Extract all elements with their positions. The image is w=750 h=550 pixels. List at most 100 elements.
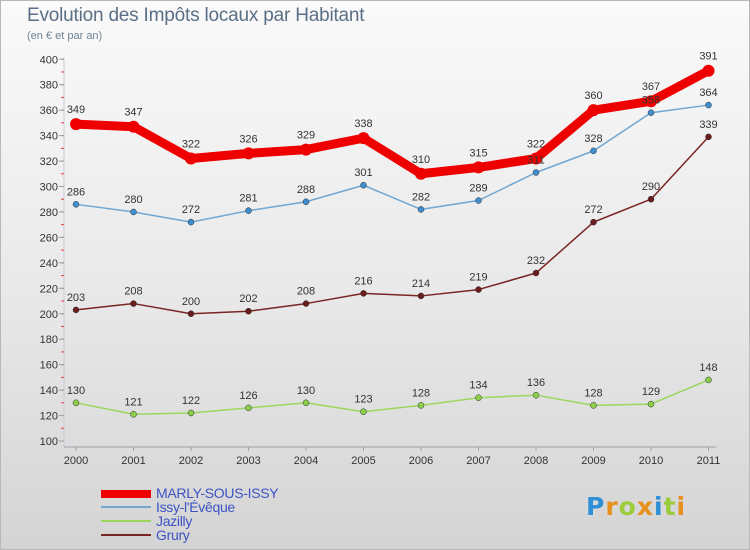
data-point-jazilly bbox=[72, 399, 80, 407]
y-tick-label: 320 bbox=[40, 156, 58, 168]
data-point-jazilly bbox=[187, 409, 195, 417]
data-point-jazilly bbox=[475, 394, 482, 401]
x-tick-label: 2003 bbox=[236, 455, 260, 467]
data-label-marly-sous-issy: 338 bbox=[354, 118, 372, 130]
data-label-marly-sous-issy: 329 bbox=[297, 130, 315, 142]
data-label-grury: 203 bbox=[67, 292, 85, 304]
data-label-jazilly: 128 bbox=[412, 387, 430, 399]
data-label-jazilly: 122 bbox=[182, 395, 200, 407]
series-line-marly-sous-issy bbox=[71, 66, 713, 179]
legend-item-jazilly: Jazilly bbox=[101, 513, 361, 529]
legend-label-jazilly: Jazilly bbox=[156, 513, 193, 529]
data-label-grury: 208 bbox=[124, 286, 142, 298]
data-point-grury bbox=[705, 133, 712, 141]
y-tick-label: 200 bbox=[40, 309, 58, 321]
data-label-marly-sous-issy: 310 bbox=[412, 154, 430, 166]
legend-swatch-jazilly bbox=[101, 520, 151, 522]
logo-letter: P bbox=[586, 492, 606, 521]
data-label-issy-l-v-que: 301 bbox=[354, 167, 372, 179]
data-point-issy-l-v-que bbox=[360, 181, 367, 189]
data-label-grury: 290 bbox=[642, 181, 660, 193]
series-line-jazilly bbox=[75, 379, 710, 416]
data-label-grury: 208 bbox=[297, 286, 315, 298]
logo-letter: x bbox=[636, 492, 654, 521]
y-tick-label: 180 bbox=[40, 334, 58, 346]
x-tick-label: 2002 bbox=[179, 455, 203, 467]
data-point-grury bbox=[417, 292, 425, 300]
data-label-jazilly: 130 bbox=[67, 385, 85, 397]
data-label-jazilly: 134 bbox=[469, 380, 487, 392]
logo-letter: i bbox=[654, 492, 664, 521]
data-point-issy-l-v-que bbox=[245, 207, 252, 214]
legend-swatch-grury bbox=[101, 534, 151, 536]
y-tick-label: 220 bbox=[40, 283, 58, 295]
data-point-grury bbox=[72, 306, 80, 314]
data-label-jazilly: 121 bbox=[124, 396, 142, 408]
data-label-grury: 272 bbox=[584, 204, 602, 216]
data-point-marly-sous-issy bbox=[127, 120, 140, 133]
legend-label-grury: Grury bbox=[156, 527, 190, 543]
data-label-issy-l-v-que: 286 bbox=[67, 186, 85, 198]
data-point-issy-l-v-que bbox=[302, 198, 310, 206]
data-label-marly-sous-issy: 347 bbox=[124, 107, 142, 119]
data-point-grury bbox=[647, 195, 655, 203]
data-point-marly-sous-issy bbox=[242, 147, 255, 160]
chart-axes: 100 120 140 160 180 200 220 240 260 280 300 320 340 3… bbox=[40, 54, 721, 467]
y-tick-label: 340 bbox=[40, 131, 58, 143]
data-label-grury: 202 bbox=[239, 293, 257, 305]
data-label-issy-l-v-que: 272 bbox=[182, 204, 200, 216]
data-point-marly-sous-issy bbox=[530, 152, 542, 165]
x-tick-label: 2010 bbox=[639, 455, 663, 467]
data-label-jazilly: 123 bbox=[354, 394, 372, 406]
series-lines bbox=[70, 64, 715, 418]
data-label-issy-l-v-que: 288 bbox=[297, 184, 315, 196]
data-label-jazilly: 136 bbox=[527, 377, 545, 389]
data-label-issy-l-v-que: 358 bbox=[642, 95, 660, 107]
data-point-jazilly bbox=[130, 411, 137, 418]
legend-item-grury: Grury bbox=[101, 527, 361, 543]
data-point-grury bbox=[187, 310, 195, 317]
legend-swatch-issy bbox=[101, 506, 151, 508]
y-tick-label: 100 bbox=[40, 436, 58, 448]
data-point-issy-l-v-que bbox=[187, 218, 195, 226]
x-tick-label: 2000 bbox=[64, 455, 88, 467]
data-label-jazilly: 128 bbox=[584, 387, 602, 399]
data-point-marly-sous-issy bbox=[70, 118, 82, 131]
data-point-marly-sous-issy bbox=[185, 152, 197, 165]
data-labels: 203 208 200 202 208 216 214 219 232 272 290 339 130 1… bbox=[67, 51, 718, 409]
data-label-marly-sous-issy: 322 bbox=[527, 139, 545, 151]
legend-item-marly: MARLY-SOUS-ISSY bbox=[101, 485, 361, 501]
data-point-marly-sous-issy bbox=[702, 64, 715, 77]
data-point-jazilly bbox=[590, 402, 597, 409]
data-label-issy-l-v-que: 281 bbox=[239, 193, 257, 205]
data-label-grury: 216 bbox=[354, 275, 372, 287]
chart-title: Evolution des Impôts locaux par Habitant bbox=[27, 5, 365, 26]
proxiti-logo: Proxiti bbox=[586, 492, 686, 521]
data-point-jazilly bbox=[417, 402, 425, 409]
data-point-jazilly bbox=[360, 408, 367, 415]
logo-letter: o bbox=[618, 492, 637, 521]
data-point-issy-l-v-que bbox=[705, 101, 712, 109]
y-tick-label: 160 bbox=[40, 360, 58, 372]
data-point-issy-l-v-que bbox=[590, 147, 597, 155]
data-label-issy-l-v-que: 364 bbox=[699, 87, 717, 99]
data-point-grury bbox=[532, 269, 540, 277]
data-label-issy-l-v-que: 280 bbox=[124, 194, 142, 206]
y-tick-label: 280 bbox=[40, 207, 58, 219]
y-tick-label: 140 bbox=[40, 385, 58, 397]
legend-label-issy: Issy-l'Évêque bbox=[156, 499, 235, 515]
data-label-marly-sous-issy: 360 bbox=[584, 90, 602, 102]
data-label-grury: 214 bbox=[412, 278, 430, 290]
data-point-grury bbox=[302, 300, 310, 307]
data-label-jazilly: 130 bbox=[297, 385, 315, 397]
data-point-marly-sous-issy bbox=[415, 167, 427, 180]
x-tick-label: 2007 bbox=[466, 455, 490, 467]
data-point-marly-sous-issy bbox=[357, 132, 370, 145]
data-point-jazilly bbox=[647, 400, 655, 408]
data-label-jazilly: 148 bbox=[699, 362, 717, 374]
data-label-marly-sous-issy: 326 bbox=[239, 133, 257, 145]
data-point-jazilly bbox=[302, 399, 310, 407]
data-label-marly-sous-issy: 322 bbox=[182, 139, 200, 151]
data-point-marly-sous-issy bbox=[472, 161, 485, 174]
